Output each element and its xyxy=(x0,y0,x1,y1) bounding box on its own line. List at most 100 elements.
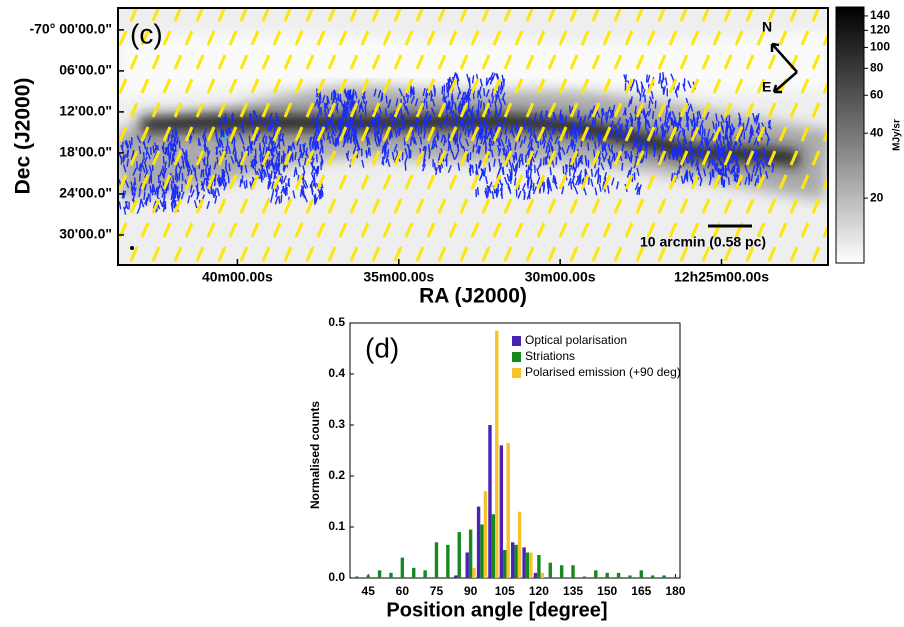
optical-vector xyxy=(729,141,733,150)
bar xyxy=(571,565,575,578)
optical-vector xyxy=(731,165,735,174)
x-tick-label: 165 xyxy=(631,584,651,598)
emission-vector xyxy=(437,246,447,262)
emission-vector xyxy=(756,222,766,238)
emission-vector xyxy=(195,102,205,118)
optical-vector xyxy=(263,169,268,178)
emission-vector xyxy=(459,8,469,22)
emission-vector xyxy=(811,246,821,262)
emission-vector xyxy=(228,174,238,190)
optical-vector xyxy=(733,141,737,150)
optical-vector xyxy=(500,139,505,147)
optical-vector xyxy=(548,144,551,153)
emission-vector xyxy=(272,174,282,190)
emission-vector xyxy=(437,198,447,214)
optical-vector xyxy=(356,99,360,108)
optical-vector xyxy=(601,152,605,161)
optical-vector xyxy=(591,105,596,114)
optical-vector xyxy=(386,100,392,109)
optical-vector xyxy=(466,110,469,119)
emission-vector xyxy=(173,150,183,166)
optical-vector xyxy=(561,186,565,195)
optical-vector xyxy=(266,123,271,132)
optical-vector xyxy=(479,100,483,109)
emission-vector xyxy=(613,246,623,262)
optical-vector xyxy=(227,126,232,135)
emission-vector xyxy=(426,174,436,190)
optical-vector xyxy=(500,81,504,90)
optical-vector xyxy=(621,143,625,152)
optical-vector xyxy=(249,142,254,151)
optical-vector xyxy=(496,183,500,192)
optical-vector xyxy=(566,145,570,154)
optical-vector xyxy=(594,187,598,196)
optical-vector xyxy=(301,185,305,194)
emission-vector xyxy=(371,102,381,118)
emission-vector xyxy=(129,54,139,70)
optical-vector xyxy=(170,203,174,212)
optical-vector xyxy=(579,116,583,125)
emission-vector xyxy=(734,126,744,142)
optical-vector xyxy=(410,87,415,96)
optical-vector xyxy=(125,139,130,148)
optical-vector xyxy=(545,110,549,120)
optical-vector xyxy=(351,96,356,105)
bar xyxy=(533,572,538,578)
optical-vector xyxy=(256,170,261,179)
emission-vector xyxy=(349,102,359,118)
optical-vector xyxy=(734,155,739,164)
optical-vector xyxy=(489,72,494,81)
emission-vector xyxy=(701,102,711,118)
optical-vector xyxy=(683,174,687,184)
optical-vector xyxy=(268,114,272,124)
emission-vector xyxy=(426,78,436,94)
optical-vector xyxy=(276,117,280,126)
emission-vector xyxy=(591,198,601,214)
optical-vector xyxy=(376,138,381,147)
optical-vector xyxy=(608,155,611,164)
emission-vector xyxy=(668,30,678,46)
optical-vector xyxy=(140,199,145,208)
optical-vector xyxy=(532,182,535,191)
emission-vector xyxy=(767,8,777,22)
emission-vector xyxy=(173,246,183,262)
optical-vector xyxy=(244,164,248,174)
optical-vector xyxy=(214,195,218,204)
optical-vector xyxy=(121,141,124,150)
emission-vector xyxy=(624,222,634,238)
optical-vector xyxy=(311,174,316,183)
optical-vector xyxy=(382,157,385,166)
optical-vector xyxy=(651,110,655,120)
optical-vector xyxy=(634,112,638,121)
optical-vector xyxy=(358,104,361,113)
emission-vector xyxy=(536,126,546,142)
bar xyxy=(506,442,510,578)
optical-vector xyxy=(744,176,748,185)
optical-vector xyxy=(485,131,491,140)
optical-vector xyxy=(468,88,472,98)
optical-vector xyxy=(571,179,576,188)
bar xyxy=(491,514,496,578)
optical-vector xyxy=(558,151,562,160)
emission-vector xyxy=(646,78,656,94)
optical-vector xyxy=(177,193,182,202)
emission-vector xyxy=(602,30,612,46)
optical-vector xyxy=(345,152,350,161)
optical-vector xyxy=(296,137,300,146)
optical-vector xyxy=(494,110,498,119)
emission-vector xyxy=(635,198,645,214)
emission-vector xyxy=(767,54,777,70)
emission-vector xyxy=(514,78,524,94)
optical-vector xyxy=(634,105,637,114)
emission-vector xyxy=(109,247,115,261)
emission-vector xyxy=(679,150,689,166)
optical-vector xyxy=(273,127,276,136)
optical-vector xyxy=(276,150,281,159)
optical-vector xyxy=(326,131,330,140)
emission-vector xyxy=(679,8,689,22)
y-tick-label: 30'00.0" xyxy=(59,226,112,242)
optical-vector xyxy=(309,136,313,145)
optical-vector xyxy=(547,176,551,185)
optical-vector xyxy=(280,194,283,203)
emission-vector xyxy=(415,54,425,70)
